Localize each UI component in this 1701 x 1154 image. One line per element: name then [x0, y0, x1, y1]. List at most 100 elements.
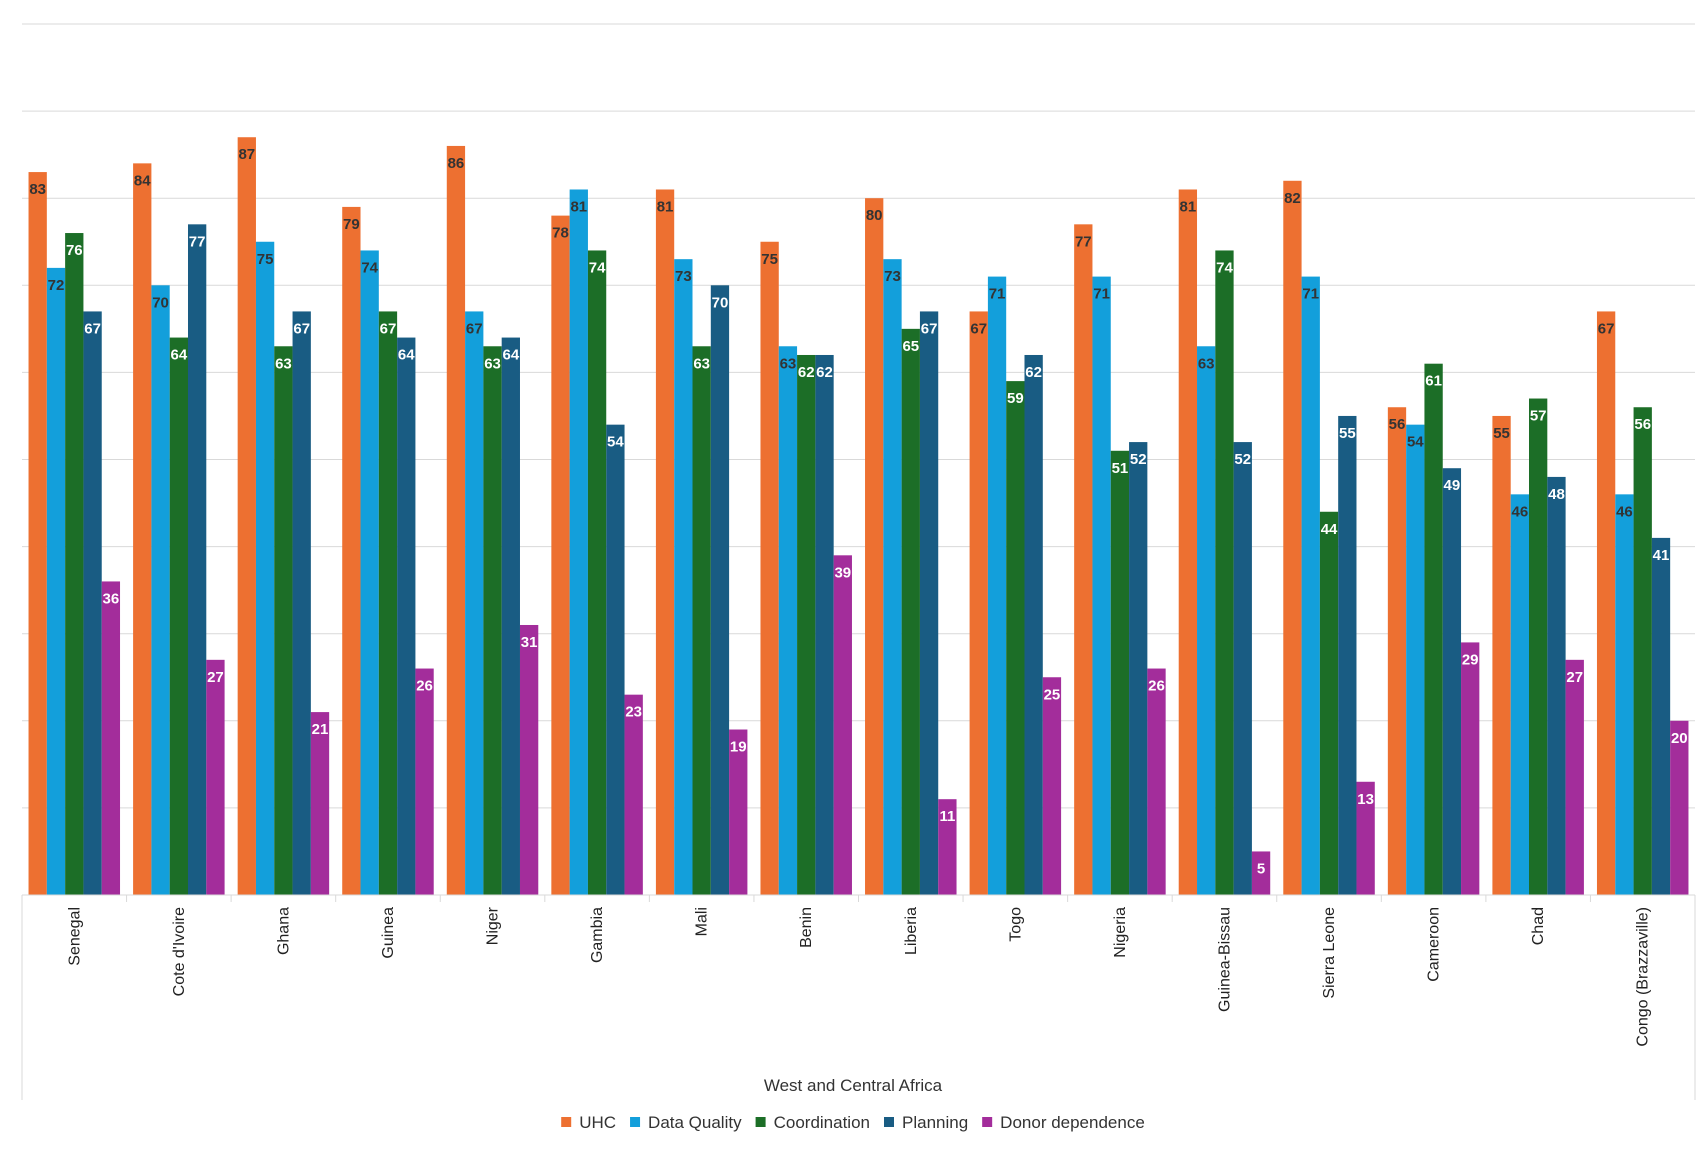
category-label: Liberia [903, 907, 920, 955]
x-axis-title: West and Central Africa [764, 1076, 943, 1095]
data-label: 51 [1112, 460, 1129, 477]
bar-planning-sierra-leone [1338, 415, 1357, 895]
category-label: Chad [1530, 907, 1547, 945]
data-label: 71 [1093, 286, 1110, 303]
category-label: Congo (Brazzaville) [1635, 907, 1652, 1047]
bar-donor-dependence-cameroon [1461, 642, 1480, 895]
bar-coordination-senegal [65, 233, 84, 896]
data-label: 65 [902, 338, 919, 355]
bar-coordination-togo [1006, 381, 1025, 895]
bar-coordination-niger [483, 346, 502, 895]
bar-donor-dependence-guinea [415, 668, 434, 895]
bar-donor-dependence-nigeria [1147, 668, 1166, 895]
bar-uhc-cameroon [1387, 407, 1407, 895]
data-label: 81 [570, 198, 587, 215]
bar-uhc-mali [655, 189, 675, 896]
bar-coordination-ghana [274, 346, 293, 895]
data-label: 74 [1216, 259, 1233, 276]
category-label: Guinea [380, 907, 397, 959]
data-label: 75 [257, 251, 274, 268]
bar-data-quality-congo-brazzaville- [1615, 494, 1634, 895]
data-label: 56 [1634, 416, 1651, 433]
legend-swatch [982, 1117, 993, 1127]
data-label: 26 [416, 678, 433, 695]
data-label: 26 [1148, 678, 1165, 695]
bar-coordination-guinea [378, 311, 398, 895]
bar-planning-guinea-bissau [1233, 442, 1252, 895]
data-label: 46 [1616, 503, 1633, 520]
bar-data-quality-nigeria [1092, 276, 1111, 896]
data-label: 52 [1130, 451, 1147, 468]
data-label: 83 [29, 181, 46, 198]
category-label: Cameroon [1426, 907, 1443, 982]
category-label: Mali [694, 907, 711, 936]
data-label: 27 [1566, 669, 1583, 686]
legend-swatch [755, 1117, 766, 1127]
data-label: 77 [1075, 233, 1092, 250]
category-label: Ghana [275, 907, 292, 955]
data-label: 73 [675, 268, 692, 285]
data-label: 67 [380, 320, 397, 337]
bar-coordination-congo-brazzaville- [1633, 407, 1652, 895]
bars [28, 137, 1689, 896]
data-label: 11 [939, 808, 955, 825]
data-label: 63 [1198, 355, 1215, 372]
bar-planning-mali [710, 285, 730, 895]
data-label: 78 [552, 225, 569, 242]
data-label: 23 [625, 704, 642, 721]
bar-planning-gambia [606, 424, 625, 895]
bar-uhc-gambia [551, 215, 570, 895]
data-label: 77 [189, 233, 206, 250]
bar-planning-nigeria [1129, 442, 1148, 895]
data-label: 76 [66, 242, 83, 259]
bar-data-quality-sierra-leone [1301, 276, 1320, 896]
bar-planning-togo [1024, 354, 1043, 896]
bar-coordination-gambia [587, 250, 607, 895]
data-label: 67 [84, 320, 101, 337]
data-label: 67 [970, 320, 987, 337]
bar-donor-dependence-senegal [101, 581, 121, 895]
data-label: 13 [1357, 791, 1374, 808]
bar-uhc-ghana [237, 137, 256, 896]
data-label: 75 [761, 251, 778, 268]
bar-planning-senegal [83, 311, 102, 895]
data-label: 67 [921, 320, 938, 337]
category-label: Gambia [589, 907, 606, 963]
data-label: 64 [398, 347, 415, 364]
bar-donor-dependence-cote-d-ivoire [206, 659, 225, 895]
bar-donor-dependence-niger [519, 624, 539, 895]
category-label: Togo [1007, 907, 1024, 942]
category-label: Sierra Leone [1321, 907, 1338, 999]
data-label: 46 [1512, 503, 1529, 520]
data-label: 62 [798, 364, 815, 381]
data-label: 29 [1462, 651, 1479, 668]
data-label: 52 [1234, 451, 1251, 468]
data-label: 63 [484, 355, 501, 372]
data-label: 55 [1339, 425, 1356, 442]
category-axis: Senegal Cote d'Ivoire Ghana Guinea Niger Gamb… [21, 894, 1696, 1100]
bar-uhc-congo-brazzaville- [1596, 311, 1616, 895]
data-label: 81 [1180, 198, 1197, 215]
legend: UHC Data Quality Coordination Planning Donor… [561, 1113, 1145, 1132]
bar-coordination-sierra-leone [1319, 511, 1339, 895]
bar-coordination-liberia [901, 328, 920, 896]
bar-uhc-niger [446, 145, 466, 895]
category-label: Niger [485, 906, 502, 945]
data-label: 84 [134, 172, 151, 189]
category-label: Nigeria [1112, 907, 1129, 958]
bar-donor-dependence-guinea-bissau [1251, 851, 1271, 895]
data-label: 82 [1284, 190, 1301, 207]
data-label: 44 [1321, 521, 1338, 538]
bar-uhc-liberia [865, 198, 884, 895]
data-label: 62 [816, 364, 833, 381]
data-label: 71 [989, 286, 1006, 303]
bar-coordination-cote-d-ivoire [169, 337, 188, 895]
bar-uhc-senegal [28, 172, 47, 895]
bar-planning-ghana [292, 311, 311, 895]
bar-data-quality-chad [1510, 494, 1530, 895]
data-label: 70 [152, 294, 169, 311]
bar-uhc-benin [760, 241, 779, 895]
bar-data-quality-liberia [883, 259, 902, 895]
